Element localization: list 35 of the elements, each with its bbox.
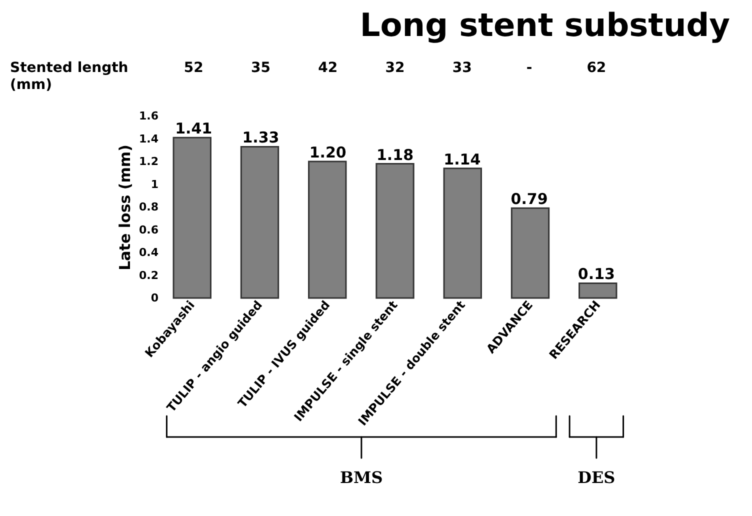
data-label: 1.20	[309, 144, 346, 162]
y-tick-label: 0.8	[139, 200, 158, 214]
text: Stented length (mm)	[10, 60, 128, 93]
text: 32	[385, 60, 405, 76]
y-tick-label: 1.2	[139, 155, 158, 168]
text: 42	[318, 60, 338, 76]
bar	[308, 160, 347, 299]
y-tick-label: 1	[150, 178, 158, 191]
y-tick-label: 0.2	[139, 268, 158, 282]
data-label: 0.13	[578, 265, 615, 284]
bar	[578, 282, 618, 299]
text: BMS	[340, 468, 383, 487]
y-tick-label: 0.6	[139, 223, 159, 236]
data-label: 0.79	[510, 190, 548, 208]
data-label: 1.18	[376, 146, 414, 164]
y-axis-title: Late loss (mm)	[116, 144, 134, 270]
y-tick-label: 1.6	[139, 110, 159, 122]
y-tick-label: 0	[150, 292, 159, 304]
text: 35	[250, 60, 270, 76]
data-label: 1.33	[242, 128, 280, 147]
text: 62	[586, 60, 606, 76]
bar	[172, 136, 212, 299]
y-tick-label: 1.4	[139, 132, 159, 146]
bar	[510, 207, 550, 299]
bar	[376, 163, 414, 299]
text: -	[526, 60, 532, 76]
chart-title: Long stent substudy	[360, 6, 730, 44]
text: 33	[452, 60, 472, 76]
text: DES	[578, 468, 616, 487]
text: 52	[184, 60, 204, 76]
data-label: 1.14	[444, 150, 481, 168]
bar	[443, 168, 482, 299]
y-tick-label: 0.4	[139, 246, 159, 259]
data-label: 1.41	[175, 120, 212, 138]
bar	[240, 146, 280, 299]
